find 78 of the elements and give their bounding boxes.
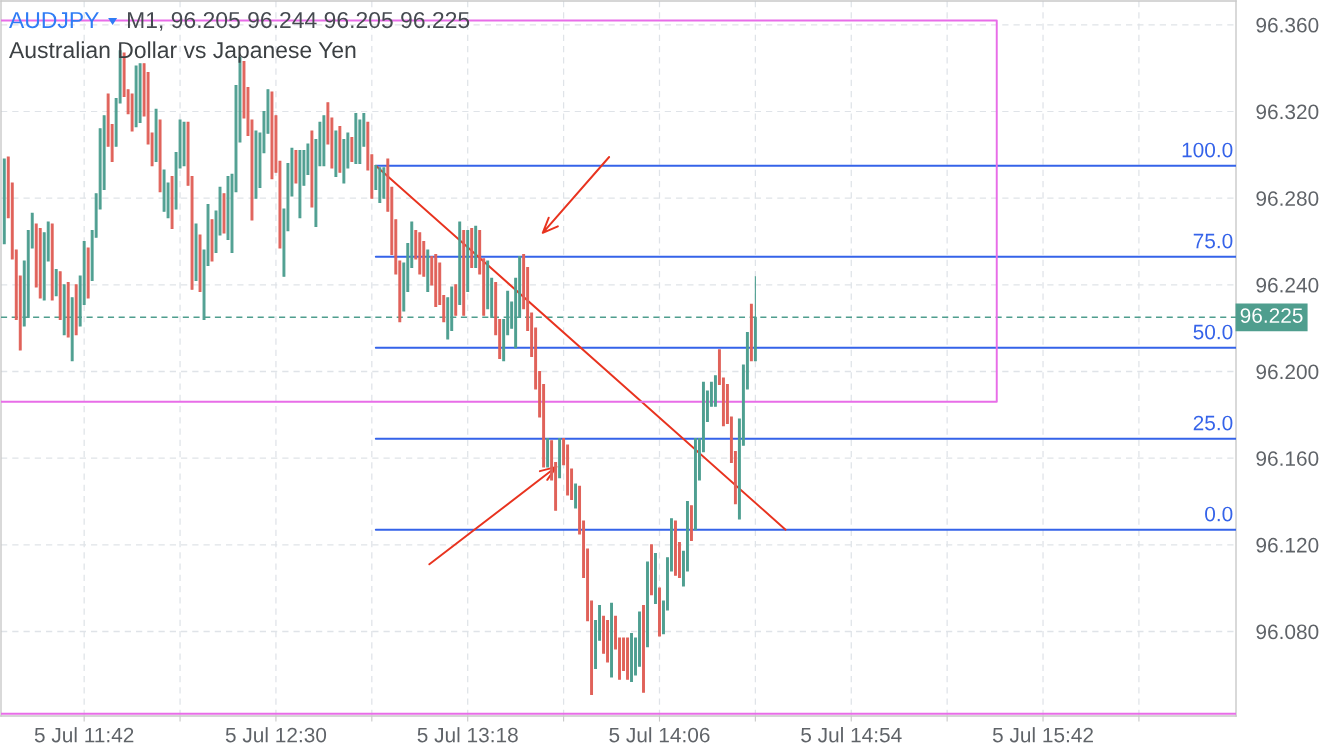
candlestick <box>382 167 386 199</box>
ref-line-label: 96.225 <box>1240 308 1303 323</box>
candlestick <box>458 221 462 305</box>
candlestick <box>158 119 162 193</box>
series-label: 0.0 <box>1205 506 1233 522</box>
candlestick <box>426 249 430 292</box>
candlestick <box>138 63 142 123</box>
candlestick <box>38 227 42 299</box>
candlestick <box>474 225 478 269</box>
y-tick-label: 96.160 <box>1256 451 1319 466</box>
candlestick <box>270 91 274 180</box>
candlestick <box>338 126 342 173</box>
candlestick <box>334 130 338 178</box>
y-tick-label: 96.200 <box>1256 364 1319 380</box>
candlestick <box>454 284 458 316</box>
candlestick <box>462 230 466 316</box>
candlestick <box>574 483 578 509</box>
candlestick <box>470 227 474 269</box>
candlestick <box>2 158 6 245</box>
candlestick <box>154 108 158 162</box>
candlestick <box>434 253 438 308</box>
candlestick <box>198 234 202 292</box>
candlestick <box>466 230 470 292</box>
candlestick <box>50 223 54 301</box>
candlestick <box>378 167 382 204</box>
y-tick-label: 96.360 <box>1256 17 1319 33</box>
candlestick <box>749 303 753 362</box>
candlestick <box>354 113 358 165</box>
candlestick <box>298 149 302 219</box>
candlestick <box>310 130 314 208</box>
candlestick <box>254 130 258 199</box>
y-tick-label: 96.240 <box>1256 277 1319 293</box>
candlestick <box>194 223 198 282</box>
candlestick <box>134 65 138 128</box>
candlestick <box>658 587 661 637</box>
candlestick <box>418 232 422 275</box>
candlestick <box>130 93 134 132</box>
candlestick <box>650 544 653 596</box>
candlestick <box>66 282 70 338</box>
candlestick <box>222 193 226 234</box>
candlestick <box>546 438 550 468</box>
candlestick <box>170 175 174 230</box>
candlestick <box>626 637 629 680</box>
candlestick <box>654 552 657 604</box>
candlestick <box>646 561 649 648</box>
candlestick <box>693 438 697 531</box>
x-tick-label: 5 Jul 14:54 <box>801 727 902 743</box>
y-tick-label: 96.120 <box>1256 537 1319 553</box>
x-tick-label: 5 Jul 11:42 <box>34 727 134 743</box>
candlestick <box>674 520 677 576</box>
x-tick-label: 5 Jul 14:06 <box>609 727 710 743</box>
x-tick-label: 5 Jul 15:42 <box>992 727 1093 743</box>
candlestick <box>642 604 645 693</box>
y-tick-label: 96.280 <box>1256 191 1319 206</box>
candlestick <box>606 620 610 663</box>
y-tick-label: 96.080 <box>1256 624 1319 640</box>
candlestick <box>350 136 354 162</box>
candlestick <box>86 247 90 299</box>
candlestick <box>322 115 326 167</box>
candlestick <box>630 633 633 682</box>
series-label: 75.0 <box>1193 233 1233 249</box>
series-label: 50.0 <box>1193 324 1233 340</box>
candlestick <box>713 375 717 407</box>
series-label: 25.0 <box>1193 415 1233 431</box>
x-tick-label: 5 Jul 13:18 <box>417 727 518 743</box>
candlestick <box>210 219 214 262</box>
y-tick-label: 96.320 <box>1256 104 1319 120</box>
candlestick <box>689 505 693 542</box>
text: Australian Dollar vs Japanese Yen <box>9 41 356 63</box>
candlestick <box>294 149 298 184</box>
x-tick-label: 5 Jul 12:30 <box>225 727 327 743</box>
candlestick <box>54 269 58 297</box>
candlestick <box>558 438 562 479</box>
candlestick <box>74 284 78 336</box>
candlestick <box>182 121 186 167</box>
series-label: 100.0 <box>1182 142 1233 158</box>
candlestick <box>610 602 613 678</box>
candlestick <box>58 271 62 321</box>
